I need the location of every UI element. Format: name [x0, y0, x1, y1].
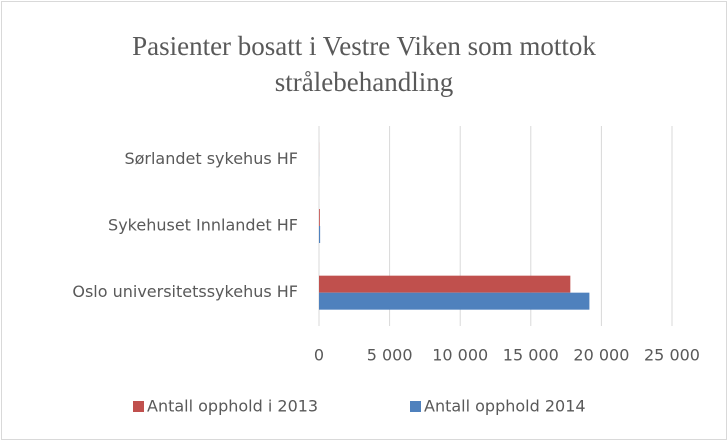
legend-label: Antall opphold 2014 — [424, 397, 586, 416]
y-tick-label: Sykehuset Innlandet HF — [108, 216, 298, 235]
bar — [319, 226, 321, 243]
y-tick-label: Sørlandet sykehus HF — [124, 149, 298, 168]
x-tick-label: 10 000 — [432, 346, 488, 365]
chart-title: Pasienter bosatt i Vestre Viken som mott… — [132, 31, 596, 97]
bar — [319, 292, 590, 310]
legend-label: Antall opphold i 2013 — [147, 397, 318, 416]
x-tick-label: 5 000 — [367, 346, 413, 365]
x-tick-label: 15 000 — [503, 346, 559, 365]
bar — [319, 209, 320, 226]
x-tick-label: 25 000 — [644, 346, 700, 365]
x-tick-label: 20 000 — [573, 346, 629, 365]
legend-swatch — [410, 401, 421, 412]
y-tick-label: Oslo universitetssykehus HF — [72, 282, 298, 301]
bar — [319, 275, 571, 293]
legend-swatch — [133, 401, 144, 412]
x-tick-label: 0 — [314, 346, 324, 365]
